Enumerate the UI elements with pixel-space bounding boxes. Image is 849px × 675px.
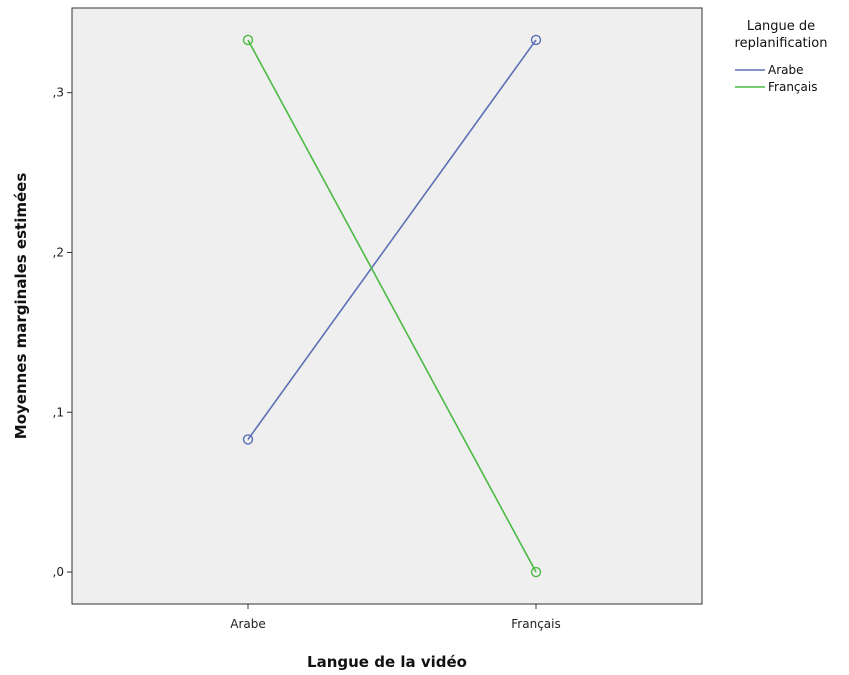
y-tick-label: ,3 [53,86,64,100]
y-tick-label: ,0 [53,565,64,579]
y-tick-label: ,1 [53,405,64,419]
x-tick-label: Français [511,617,560,631]
x-axis-title: Langue de la vidéo [307,653,467,671]
legend-title-line-1: Langue de [747,19,815,34]
legend: Langue de replanification Arabe Français [735,19,828,94]
series-line [247,39,537,573]
legend-label: Français [768,80,817,94]
data-point [530,566,542,578]
x-axis-ticks: Arabe Français [230,604,561,631]
legend-title-line-2: replanification [735,36,828,51]
legend-items: Arabe Français [735,63,817,94]
y-tick-label: ,2 [53,245,64,259]
data-point [242,434,254,445]
series-line [247,39,537,440]
series-layer [242,34,542,578]
plot-area [71,7,703,605]
y-axis-ticks: ,0 ,1 ,2 ,3 [53,86,72,579]
x-tick-label: Arabe [230,617,266,631]
data-point [242,34,254,46]
data-point [530,34,542,46]
legend-label: Arabe [768,63,804,77]
y-axis-title: Moyennes marginales estimées [12,173,30,440]
